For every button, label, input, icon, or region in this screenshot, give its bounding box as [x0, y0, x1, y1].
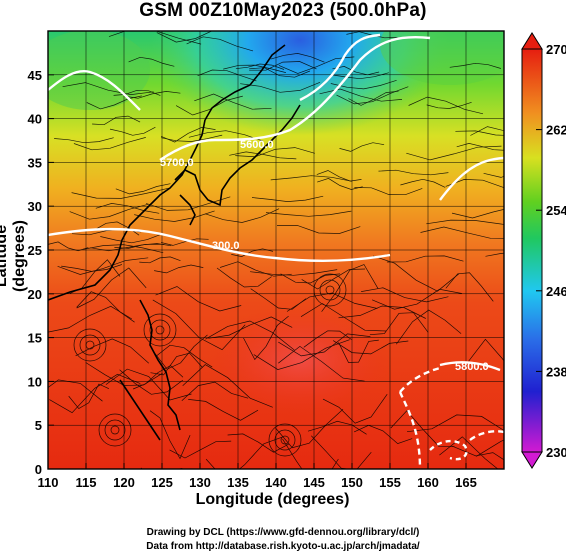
y-tick-label: 30: [28, 199, 42, 214]
colorbar-max-arrow: [521, 32, 543, 50]
y-tick-label: 35: [28, 155, 42, 170]
contour-5800: [439, 361, 501, 372]
map-field: 300.0 5600.0 5700.0 5800.0: [48, 31, 504, 469]
contour-label: 300.0: [212, 240, 240, 252]
y-axis-ticks: 0 5 10 15 20 25 30 35 40 45: [28, 68, 54, 477]
contour-5700: [159, 36, 431, 161]
contour-300: [48, 227, 391, 262]
colorbar: 230 238 246 254 262 270: [521, 32, 566, 469]
x-axis-ticks: 110 115 120 125 130 135 140 145 150 155 160 165: [38, 463, 477, 490]
x-tick-label: 150: [341, 475, 363, 490]
credit-data-source: Data from http://database.rish.kyoto-u.a…: [146, 541, 420, 552]
contour-label: 5800.0: [455, 361, 489, 373]
y-tick-label: 20: [28, 287, 42, 302]
y-tick-label: 0: [35, 462, 42, 477]
contour-label: 5700.0: [160, 157, 194, 169]
y-tick-label: 10: [28, 374, 42, 389]
y-axis-label: Latitude (degrees): [0, 219, 28, 293]
x-axis-label: Longitude (degrees): [195, 491, 350, 508]
colorbar-tick-label: 270: [546, 42, 566, 57]
contours: [48, 33, 504, 469]
colorbar-min-arrow: [521, 451, 543, 469]
cold-trough: [150, 31, 450, 135]
x-tick-label: 145: [303, 475, 325, 490]
colorbar-tick-label: 230: [546, 445, 566, 460]
y-tick-label: 25: [28, 243, 42, 258]
x-tick-label: 120: [113, 475, 135, 490]
colorbar-tick-label: 254: [546, 203, 566, 218]
credit-dcl: Drawing by DCL (https://www.gfd-dennou.o…: [146, 527, 420, 538]
y-tick-label: 40: [28, 112, 42, 127]
contour-label: 5600.0: [240, 139, 274, 151]
contour-5600: [48, 70, 141, 111]
x-tick-label: 165: [455, 475, 477, 490]
colorbar-tick-label: 238: [546, 364, 566, 379]
warm-region: [210, 305, 390, 415]
x-tick-label: 110: [38, 475, 59, 490]
x-tick-label: 155: [379, 475, 401, 490]
colorbar-tick-label: 246: [546, 284, 566, 299]
x-tick-label: 130: [189, 475, 211, 490]
coastlines: [48, 44, 301, 441]
y-tick-label: 15: [28, 331, 42, 346]
colorbar-scale: [521, 48, 543, 453]
x-tick-label: 135: [227, 475, 249, 490]
x-tick-label: 125: [151, 475, 173, 490]
contour-labels: 300.0 5600.0 5700.0 5800.0: [160, 139, 489, 373]
y-tick-label: 45: [28, 68, 42, 83]
colorbar-tick-label: 262: [546, 123, 566, 138]
x-tick-label: 115: [76, 475, 97, 490]
x-tick-label: 160: [417, 475, 439, 490]
grid: [48, 31, 504, 469]
streamlines: [48, 31, 504, 469]
y-tick-label: 5: [35, 418, 42, 433]
x-tick-label: 140: [265, 475, 287, 490]
figure-title: GSM 00Z10May2023 (500.0hPa): [139, 0, 427, 21]
